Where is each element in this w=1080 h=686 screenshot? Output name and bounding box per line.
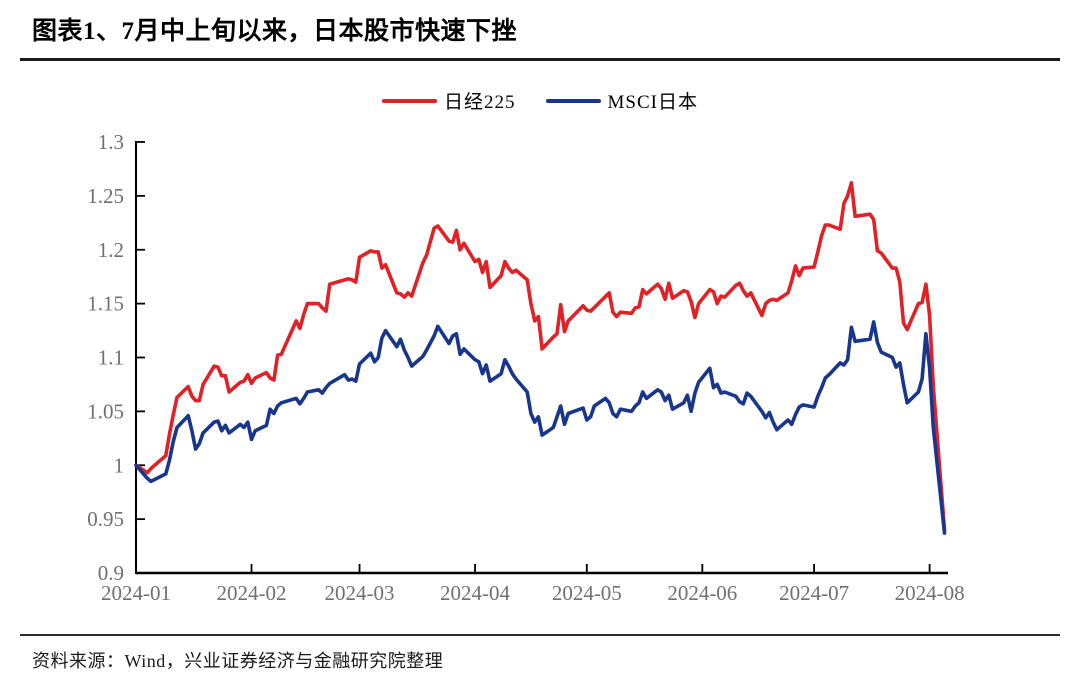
x-tick-label: 2024-02 [217, 581, 287, 605]
series-line-nikkei225 [134, 181, 947, 532]
figure-source: 资料来源：Wind，兴业证券经济与金融研究院整理 [32, 651, 444, 671]
y-tick-label: 1.1 [98, 346, 124, 370]
x-tick-label: 2024-07 [779, 581, 849, 605]
legend-swatch-nikkei225 [382, 98, 437, 103]
y-tick-label: 1.25 [87, 184, 124, 208]
x-tick-label: 2024-05 [552, 581, 622, 605]
x-tick-label: 2024-06 [667, 581, 737, 605]
legend-label-nikkei225: 日经225 [444, 92, 516, 113]
y-tick-label: 1 [114, 453, 125, 477]
figure-title: 图表1、7月中上旬以来，日本股市快速下挫 [32, 18, 518, 45]
legend-swatch-msci-japan [545, 98, 601, 103]
y-tick-label: 0.95 [87, 507, 124, 531]
legend-item-msci-japan: MSCI日本 [545, 87, 698, 114]
legend-label-msci-japan: MSCI日本 [607, 92, 698, 113]
y-tick-label: 1.3 [98, 130, 124, 154]
source-divider [20, 634, 1060, 636]
y-tick-label: 1.15 [87, 292, 124, 316]
x-tick-label: 2024-08 [895, 581, 965, 605]
title-divider [20, 58, 1060, 61]
series-line-msci-japan [134, 320, 947, 535]
x-tick-label: 2024-01 [101, 581, 171, 605]
y-tick-label: 0.9 [98, 561, 124, 585]
y-tick-label: 1.2 [98, 238, 124, 262]
legend-item-nikkei225: 日经225 [382, 87, 516, 114]
x-tick-label: 2024-04 [440, 581, 510, 605]
y-tick-label: 1.05 [87, 399, 124, 423]
x-tick-label: 2024-03 [325, 581, 395, 605]
chart-legend: 日经225 MSCI日本 [0, 87, 1080, 114]
